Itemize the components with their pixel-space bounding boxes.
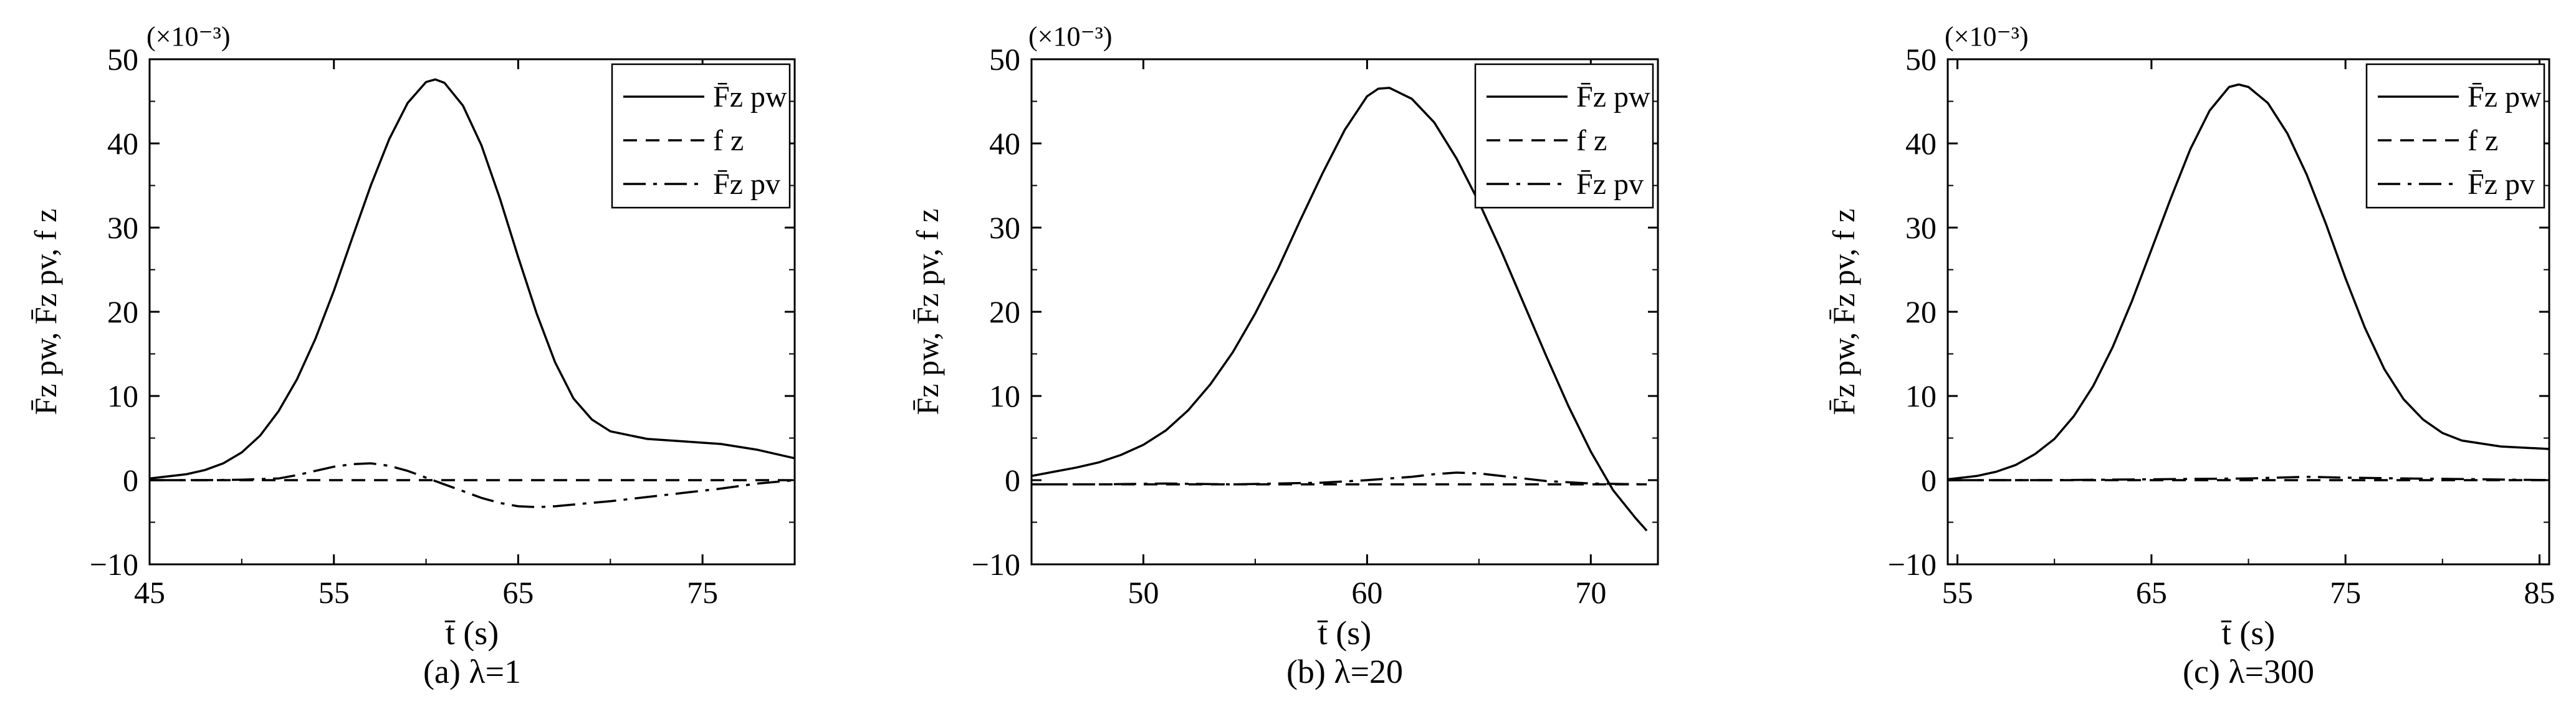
x-axis-label: t̄ (s) <box>1317 614 1371 652</box>
panel-3: −10 0 10 20 30 40 50 55 65 75 85 (×10⁻³) F̄z pw, F̄z… <box>1826 21 2555 690</box>
panel-caption: (c) λ=300 <box>2183 653 2314 690</box>
y-tick-label: −10 <box>90 547 138 582</box>
x-tick-label: 45 <box>134 575 165 610</box>
y-axis-label: F̄z pw, F̄z pv, f z <box>28 209 63 415</box>
y-tick-label: 10 <box>107 379 138 413</box>
x-tick-label: 50 <box>1128 575 1159 610</box>
y-multiplier-label: (×10⁻³) <box>1945 21 2029 52</box>
y-axis-label: F̄z pw, F̄z pv, f z <box>910 209 945 415</box>
y-tick-label: 30 <box>107 210 138 245</box>
x-tick-label: 55 <box>1942 575 1973 610</box>
y-multiplier-label: (×10⁻³) <box>146 21 231 52</box>
series-group <box>1032 87 1648 532</box>
y-tick-label: 0 <box>1005 463 1020 498</box>
series-group <box>1948 83 2549 481</box>
y-tick-label: 50 <box>989 42 1020 77</box>
y-multiplier-label: (×10⁻³) <box>1028 21 1113 52</box>
legend-label-1: F̄z pw <box>1576 80 1650 113</box>
series-line-1 <box>1032 87 1648 532</box>
panel-1: −10 0 10 20 30 40 50 45 55 65 75 (×10⁻³) F̄z pw, F̄z… <box>28 21 796 690</box>
legend-label-3: F̄z pv <box>2468 168 2535 201</box>
x-axis-label: t̄ (s) <box>2221 614 2275 652</box>
series-line-1 <box>1948 83 2549 481</box>
legend-label-2: f z <box>2468 124 2498 157</box>
x-tick-label: 60 <box>1351 575 1382 610</box>
y-tick-label: 30 <box>1905 210 1937 245</box>
y-tick-label: 10 <box>989 379 1020 413</box>
series-line-1 <box>150 78 795 480</box>
x-tick-label: 75 <box>687 575 718 610</box>
y-axis-label: F̄z pw, F̄z pv, f z <box>1826 209 1861 415</box>
x-tick-label: 85 <box>2524 575 2555 610</box>
series-line-3 <box>150 462 795 508</box>
series-line-3 <box>1948 475 2549 481</box>
series-group <box>150 78 795 508</box>
panel-caption: (a) λ=1 <box>423 653 521 690</box>
y-tick-label: 40 <box>1905 126 1937 161</box>
x-tick-label: 55 <box>318 575 350 610</box>
y-tick-label: 20 <box>989 294 1020 329</box>
series-line-3 <box>1032 471 1647 486</box>
x-axis-label: t̄ (s) <box>444 614 499 652</box>
y-tick-label: 50 <box>1905 42 1937 77</box>
x-tick-label: 75 <box>2330 575 2361 610</box>
y-tick-label: 20 <box>1905 294 1937 329</box>
legend-label-1: F̄z pw <box>713 80 787 113</box>
y-tick-label: 0 <box>1921 463 1937 498</box>
legend-label-2: f z <box>1576 124 1607 157</box>
panel-caption: (b) λ=20 <box>1286 653 1403 690</box>
legend-label-3: F̄z pv <box>713 168 780 201</box>
y-tick-label: −10 <box>972 547 1020 582</box>
y-tick-label: 50 <box>107 42 138 77</box>
legend-label-2: f z <box>713 124 744 157</box>
panel-2: −10 0 10 20 30 40 50 50 60 70 (×10⁻³) F̄z pw, F̄z p… <box>910 21 1659 690</box>
y-tick-label: 40 <box>989 126 1020 161</box>
legend-label-1: F̄z pw <box>2468 80 2542 113</box>
y-tick-label: −10 <box>1888 547 1937 582</box>
y-tick-label: 40 <box>107 126 138 161</box>
y-tick-label: 10 <box>1905 379 1937 413</box>
x-tick-label: 65 <box>502 575 534 610</box>
x-tick-label: 65 <box>2136 575 2167 610</box>
legend-label-3: F̄z pv <box>1576 168 1644 201</box>
y-tick-label: 30 <box>989 210 1020 245</box>
y-tick-label: 20 <box>107 294 138 329</box>
y-tick-label: 0 <box>123 463 138 498</box>
x-tick-label: 70 <box>1575 575 1606 610</box>
